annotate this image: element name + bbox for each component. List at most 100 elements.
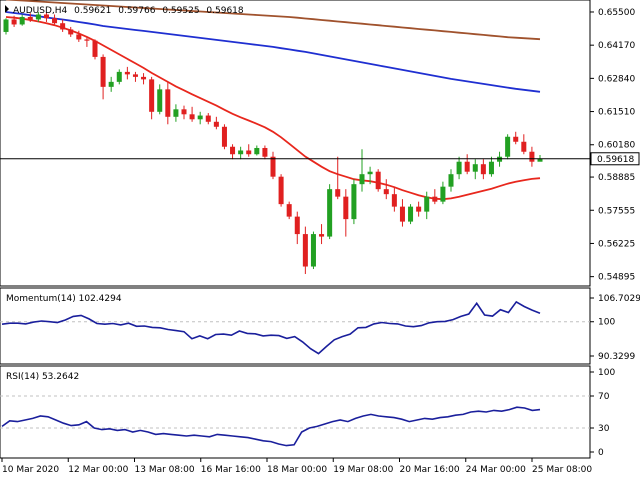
candle — [505, 134, 511, 160]
candle-body — [197, 115, 203, 120]
candle — [254, 145, 260, 156]
candle — [35, 11, 41, 22]
candle-body — [302, 234, 308, 267]
candle — [319, 224, 325, 245]
candle-body — [440, 186, 446, 202]
price-tick-label: 0.58885 — [598, 173, 635, 183]
candle-body — [189, 114, 195, 120]
candle-body — [68, 29, 74, 35]
time-tick-label: 13 Mar 08:00 — [135, 465, 195, 475]
time-axis: 10 Mar 2020 12 Mar 00:00 13 Mar 08:00 16 Ma… — [1, 458, 592, 475]
rsi-axis: 100 70 30 0 — [0, 368, 615, 458]
candle — [327, 184, 333, 240]
candle — [480, 159, 486, 180]
candle — [52, 14, 58, 25]
candle-body — [286, 204, 292, 217]
rsi-tick-label: 30 — [598, 424, 610, 434]
price-tick-label: 0.57555 — [598, 206, 635, 216]
candle — [213, 116, 219, 130]
candle-body — [181, 109, 187, 115]
candle — [391, 186, 397, 212]
time-tick-label: 20 Mar 16:00 — [400, 465, 460, 475]
price-tick-label: 0.65500 — [598, 8, 635, 18]
candle-body — [27, 16, 33, 20]
candle-body — [432, 196, 438, 202]
candle — [343, 189, 349, 237]
candle — [537, 154, 543, 162]
rsi-line — [1, 406, 541, 447]
rsi-tick-label: 0 — [598, 448, 604, 458]
candle-body — [472, 164, 478, 172]
candle-body — [76, 34, 82, 40]
candle — [351, 179, 357, 225]
candle — [84, 36, 90, 47]
candle-body — [92, 40, 98, 57]
candle — [132, 71, 138, 82]
price-tick-label: 0.62840 — [598, 74, 635, 84]
candle — [246, 144, 252, 157]
candle — [456, 156, 462, 180]
candle-body — [205, 115, 211, 122]
price-axis: 0.65500 0.64170 0.62840 0.61510 0.60180 0.588… — [590, 8, 635, 283]
candle — [359, 149, 365, 192]
candle-body — [521, 141, 527, 152]
candle-body — [408, 206, 414, 222]
candle-body — [319, 234, 325, 237]
candle-body — [3, 19, 9, 32]
candle — [294, 211, 300, 245]
candle — [124, 66, 130, 80]
rsi-panel[interactable]: 100 70 30 0 RSI(14) 53.2642 — [0, 365, 615, 459]
header-open: 0.59621 — [74, 6, 111, 16]
candle-body — [43, 14, 49, 19]
candle-body — [132, 74, 138, 77]
candle-body — [464, 161, 470, 172]
header-symbol: AUDUSD,H4 0.59621 0.59766 0.59525 0.5961… — [13, 6, 244, 16]
price-tick-label: 0.61510 — [598, 108, 635, 118]
candle — [424, 191, 430, 220]
candle-body — [230, 146, 236, 155]
candle-body — [375, 171, 381, 190]
candle — [488, 156, 494, 177]
candle-body — [416, 206, 422, 212]
rsi-tick-label: 70 — [598, 392, 610, 402]
candle-body — [513, 136, 519, 142]
price-panel[interactable]: 0.65500 0.64170 0.62840 0.61510 0.60180 0.588… — [0, 0, 640, 287]
candle-body — [100, 56, 106, 87]
header-low: 0.59525 — [162, 6, 199, 16]
time-tick-label: 24 Mar 00:00 — [466, 465, 526, 475]
candle — [302, 226, 308, 275]
candle — [141, 73, 147, 85]
candle — [464, 154, 470, 175]
candle-body — [35, 14, 41, 20]
candle-body — [383, 189, 389, 195]
candle — [472, 159, 478, 180]
momentum-tick-label: 100 — [598, 318, 615, 328]
momentum-panel[interactable]: 106.7029 100 90.3299 Momentum(14) 102.4294 — [0, 287, 640, 365]
candle — [367, 166, 373, 185]
candle — [149, 76, 155, 120]
candle — [286, 201, 292, 220]
momentum-panel-frame — [0, 287, 591, 365]
momentum-tick-label: 90.3299 — [598, 352, 635, 362]
candle — [448, 169, 454, 192]
candle — [375, 169, 381, 192]
momentum-line — [1, 300, 541, 355]
candle-body — [480, 164, 486, 175]
candle-body — [238, 150, 244, 155]
momentum-axis: 106.7029 100 90.3299 — [0, 294, 640, 362]
candle-body — [213, 121, 219, 127]
candle-body — [456, 161, 462, 175]
price-tick-label: 0.60180 — [598, 141, 635, 151]
header-high: 0.59766 — [118, 6, 155, 16]
ma-slow-line — [5, 0, 541, 41]
candle-body — [149, 79, 155, 112]
candle-body — [537, 158, 543, 162]
time-tick-label: 19 Mar 08:00 — [333, 465, 393, 475]
price-tick-label: 0.64170 — [598, 41, 635, 51]
candle-body — [270, 156, 276, 177]
candle-body — [391, 194, 397, 207]
candle — [173, 104, 179, 122]
candle — [27, 13, 33, 22]
candle — [230, 144, 236, 160]
